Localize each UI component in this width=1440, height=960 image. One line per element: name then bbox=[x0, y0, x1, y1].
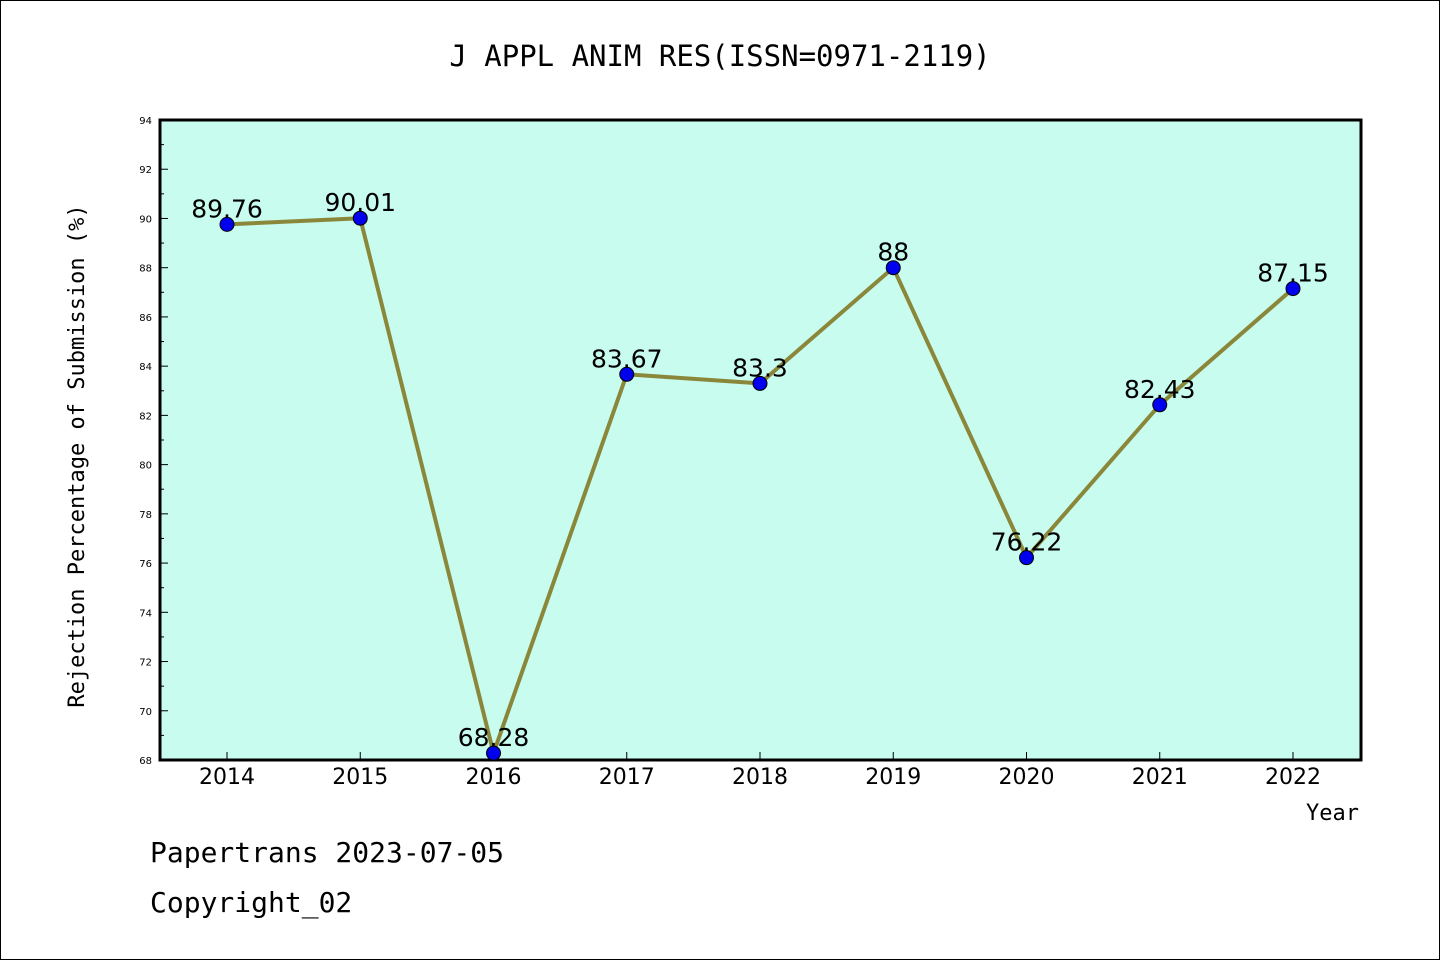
y-tick-label: 82 bbox=[139, 411, 152, 422]
x-tick-label: 2017 bbox=[599, 765, 655, 790]
y-tick-label: 88 bbox=[139, 264, 152, 275]
data-point bbox=[619, 366, 635, 382]
y-tick-label: 80 bbox=[139, 461, 152, 472]
y-tick-label: 72 bbox=[139, 658, 152, 669]
x-tick-label: 2020 bbox=[999, 765, 1055, 790]
data-label: 83.67 bbox=[591, 344, 663, 373]
plot-area bbox=[158, 118, 1363, 762]
data-label: 88 bbox=[877, 238, 909, 267]
x-axis-label: Year bbox=[1306, 801, 1359, 826]
x-tick-label: 2021 bbox=[1132, 765, 1188, 790]
data-point bbox=[352, 210, 368, 226]
data-labels: 89.76 90.01 68.28 83.67 83.3 88 76.22 82.43 87.1… bbox=[191, 188, 1329, 752]
data-label: 82.43 bbox=[1124, 375, 1196, 404]
x-tick-label: 2019 bbox=[865, 765, 921, 790]
data-point bbox=[752, 375, 768, 391]
data-point bbox=[885, 260, 901, 276]
y-tick-label: 94 bbox=[139, 116, 152, 127]
y-tick-label: 76 bbox=[139, 559, 152, 570]
data-point bbox=[1285, 281, 1301, 297]
y-tick-label: 92 bbox=[139, 165, 152, 176]
x-tick-label: 2014 bbox=[199, 765, 255, 790]
data-point bbox=[219, 216, 235, 232]
x-tick-label: 2018 bbox=[732, 765, 788, 790]
source-footer: Papertrans 2023-07-05 bbox=[150, 836, 505, 869]
data-point bbox=[1019, 550, 1034, 566]
y-tick-label: 86 bbox=[139, 313, 152, 324]
y-tick-label: 84 bbox=[139, 362, 152, 373]
y-tick-label: 78 bbox=[139, 510, 152, 521]
data-point bbox=[486, 745, 501, 761]
y-tick-label: 68 bbox=[139, 756, 152, 767]
y-tick-label: 70 bbox=[139, 707, 152, 718]
data-label: 68.28 bbox=[458, 723, 530, 752]
x-tick-label: 2015 bbox=[332, 765, 388, 790]
data-label: 90.01 bbox=[324, 188, 396, 217]
y-tick-label: 90 bbox=[139, 214, 152, 225]
data-point bbox=[1152, 397, 1168, 413]
y-axis-label: Rejection Percentage of Submission (%) bbox=[65, 204, 90, 707]
chart-title: J APPL ANIM RES(ISSN=0971-2119) bbox=[449, 39, 990, 73]
data-label: 76.22 bbox=[991, 528, 1063, 557]
x-tick-label: 2022 bbox=[1265, 765, 1321, 790]
x-axis: 2014 2015 2016 2017 2018 2019 2020 2021 2022 bbox=[199, 752, 1321, 790]
series-markers bbox=[219, 210, 1301, 761]
y-axis: 68 70 72 74 76 78 80 82 84 86 88 90 92 94 bbox=[139, 116, 168, 767]
x-tick-label: 2016 bbox=[466, 765, 522, 790]
y-tick-label: 74 bbox=[139, 608, 152, 619]
data-label: 87.15 bbox=[1257, 259, 1329, 288]
data-label: 89.76 bbox=[191, 194, 263, 223]
data-label: 83.3 bbox=[732, 353, 788, 382]
copyright-footer: Copyright_02 bbox=[150, 886, 353, 919]
